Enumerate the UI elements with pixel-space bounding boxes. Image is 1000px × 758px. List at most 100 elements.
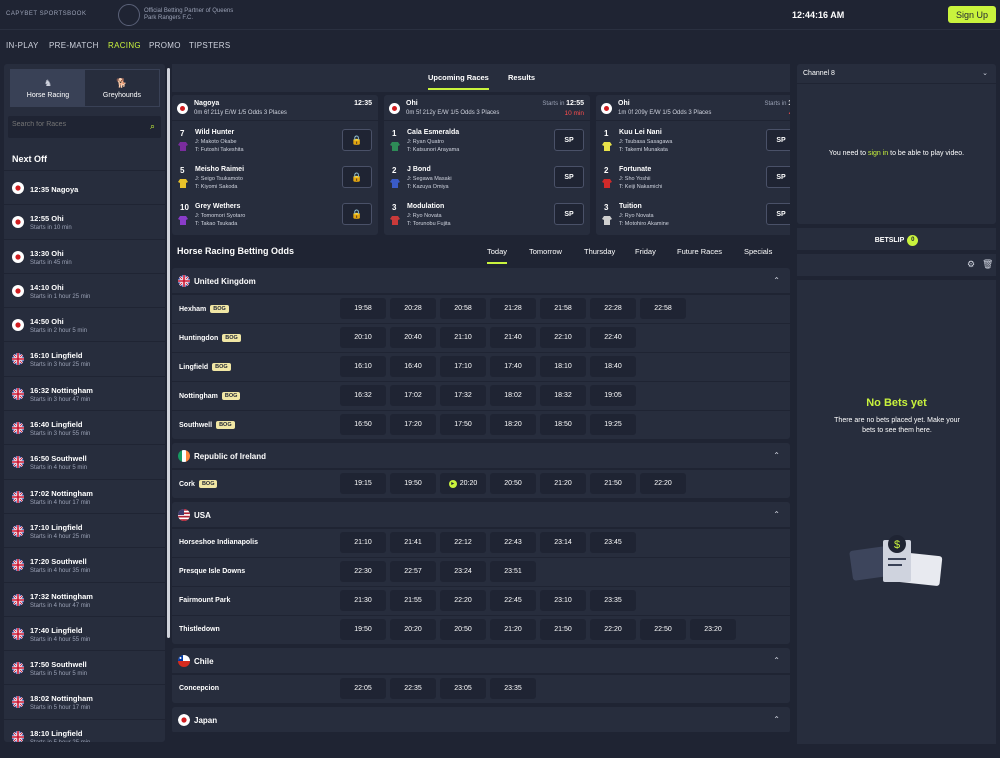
race-time-button[interactable]: 20:40: [390, 327, 436, 348]
next-off-item[interactable]: 17:10 Lingfield Starts in 4 hour 25 min: [4, 512, 165, 547]
site-logo[interactable]: CAPYBET SPORTSBOOK: [6, 11, 87, 17]
sign-in-link[interactable]: sign in: [867, 150, 889, 157]
race-time-button[interactable]: 22:43: [490, 532, 536, 553]
race-time-button[interactable]: 17:20: [390, 414, 436, 435]
race-time-button[interactable]: 22:28: [590, 298, 636, 319]
chevron-up-icon[interactable]: ⌃: [773, 276, 780, 285]
meeting-name[interactable]: Fairmount Park: [179, 597, 230, 604]
sp-button[interactable]: SP: [554, 166, 584, 188]
race-time-button[interactable]: 23:10: [540, 590, 586, 611]
race-time-button[interactable]: 20:20: [390, 619, 436, 640]
tab-friday[interactable]: Friday: [635, 247, 656, 256]
race-time-button[interactable]: 23:05: [440, 678, 486, 699]
race-time-button[interactable]: 21:20: [490, 619, 536, 640]
next-off-item[interactable]: 12:35 Nagoya: [4, 170, 165, 204]
meeting-name[interactable]: Lingfield BOG: [179, 363, 231, 371]
tab-future-races[interactable]: Future Races: [677, 247, 723, 256]
race-time-button[interactable]: 19:25: [590, 414, 636, 435]
meeting-name[interactable]: Southwell BOG: [179, 421, 235, 429]
nav-in-play[interactable]: IN-PLAY: [6, 41, 39, 50]
search-icon[interactable]: ⌕: [149, 121, 155, 131]
country-header[interactable]: United Kingdom ⌃: [172, 268, 790, 294]
race-time-button[interactable]: 23:14: [540, 532, 586, 553]
country-header[interactable]: USA ⌃: [172, 502, 790, 528]
next-off-item[interactable]: 16:10 Lingfield Starts in 3 hour 25 min: [4, 341, 165, 375]
sp-button[interactable]: SP: [766, 129, 790, 151]
meeting-name[interactable]: Presque Isle Downs: [179, 568, 245, 575]
meeting-name[interactable]: Concepcion: [179, 685, 219, 692]
meeting-name[interactable]: Nottingham BOG: [179, 392, 241, 400]
race-time-button[interactable]: 16:10: [340, 356, 386, 377]
chevron-up-icon[interactable]: ⌃: [773, 656, 780, 665]
meeting-name[interactable]: Cork BOG: [179, 480, 218, 488]
race-time-button[interactable]: 23:35: [590, 590, 636, 611]
race-time-button[interactable]: 22:58: [640, 298, 686, 319]
chevron-up-icon[interactable]: ⌃: [773, 715, 780, 724]
next-off-item[interactable]: 17:50 Southwell Starts in 5 hour 5 min: [4, 650, 165, 684]
sp-button[interactable]: SP: [766, 203, 790, 225]
race-time-button[interactable]: 21:58: [540, 298, 586, 319]
race-time-button[interactable]: 18:02: [490, 385, 536, 406]
race-card-header[interactable]: Ohi 0m 5f 212y E/W 1/5 Odds 3 Places Start…: [384, 95, 590, 121]
chevron-up-icon[interactable]: ⌃: [773, 510, 780, 519]
meeting-name[interactable]: Hexham BOG: [179, 305, 229, 313]
chevron-up-icon[interactable]: ⌃: [773, 451, 780, 460]
meeting-name[interactable]: Huntingdon BOG: [179, 334, 241, 342]
lock-icon[interactable]: 🔒: [342, 203, 372, 225]
race-time-button[interactable]: 18:32: [540, 385, 586, 406]
race-time-button[interactable]: 22:05: [340, 678, 386, 699]
race-time-button[interactable]: 16:40: [390, 356, 436, 377]
race-time-button[interactable]: 23:24: [440, 561, 486, 582]
race-time-button[interactable]: 23:20: [690, 619, 736, 640]
next-off-item[interactable]: 16:40 Lingfield Starts in 3 hour 55 min: [4, 410, 165, 444]
gear-icon[interactable]: ⚙: [967, 259, 976, 269]
tab-thursday[interactable]: Thursday: [584, 247, 616, 256]
race-time-button[interactable]: 19:50: [340, 619, 386, 640]
race-time-button[interactable]: 21:20: [540, 473, 586, 494]
tab-today[interactable]: Today: [487, 247, 508, 264]
race-time-button[interactable]: 17:10: [440, 356, 486, 377]
race-time-button[interactable]: 19:05: [590, 385, 636, 406]
race-time-button[interactable]: 21:10: [440, 327, 486, 348]
betslip-header[interactable]: BETSLIP 0: [797, 228, 996, 250]
race-time-button[interactable]: 21:10: [340, 532, 386, 553]
race-time-button[interactable]: 22:35: [390, 678, 436, 699]
country-header[interactable]: Japan ⌃: [172, 707, 790, 733]
race-time-button[interactable]: 22:30: [340, 561, 386, 582]
sp-button[interactable]: SP: [766, 166, 790, 188]
race-time-button[interactable]: 19:15: [340, 473, 386, 494]
race-time-button[interactable]: 20:58: [440, 298, 486, 319]
race-time-button[interactable]: 22:57: [390, 561, 436, 582]
next-off-item[interactable]: 17:02 Nottingham Starts in 4 hour 17 min: [4, 478, 165, 513]
country-header[interactable]: Republic of Ireland ⌃: [172, 443, 790, 469]
race-time-button[interactable]: 22:20: [640, 473, 686, 494]
lock-icon[interactable]: 🔒: [342, 166, 372, 188]
race-time-button[interactable]: 17:40: [490, 356, 536, 377]
race-time-button[interactable]: 21:50: [540, 619, 586, 640]
next-off-item[interactable]: 16:32 Nottingham Starts in 3 hour 47 min: [4, 375, 165, 410]
tab-horse-racing[interactable]: ♞ Horse Racing: [11, 70, 85, 106]
race-time-button[interactable]: 22:10: [540, 327, 586, 348]
race-time-button[interactable]: 20:10: [340, 327, 386, 348]
nav-racing[interactable]: RACING: [108, 41, 141, 50]
race-time-button[interactable]: 20:50: [440, 619, 486, 640]
sp-button[interactable]: SP: [554, 129, 584, 151]
race-time-button[interactable]: 19:58: [340, 298, 386, 319]
race-time-button[interactable]: 23:45: [590, 532, 636, 553]
next-off-item[interactable]: 16:50 Southwell Starts in 4 hour 5 min: [4, 444, 165, 478]
race-time-button[interactable]: 17:50: [440, 414, 486, 435]
race-time-button[interactable]: 22:40: [590, 327, 636, 348]
meeting-name[interactable]: Horseshoe Indianapolis: [179, 539, 258, 546]
signup-button[interactable]: Sign Up: [948, 6, 996, 23]
race-time-button[interactable]: 21:41: [390, 532, 436, 553]
nav-pre-match[interactable]: PRE-MATCH: [49, 41, 99, 50]
next-off-item[interactable]: 13:30 Ohi Starts in 45 min: [4, 238, 165, 273]
tab-upcoming-races[interactable]: Upcoming Races: [428, 73, 489, 90]
race-time-button[interactable]: 22:20: [590, 619, 636, 640]
trash-icon[interactable]: 🗑: [982, 259, 994, 269]
tab-specials[interactable]: Specials: [744, 247, 773, 256]
next-off-item[interactable]: 14:10 Ohi Starts in 1 hour 25 min: [4, 272, 165, 307]
tab-tomorrow[interactable]: Tomorrow: [529, 247, 562, 256]
tab-greyhounds[interactable]: 🐕 Greyhounds: [85, 70, 159, 106]
nav-promo[interactable]: PROMO: [149, 41, 181, 50]
